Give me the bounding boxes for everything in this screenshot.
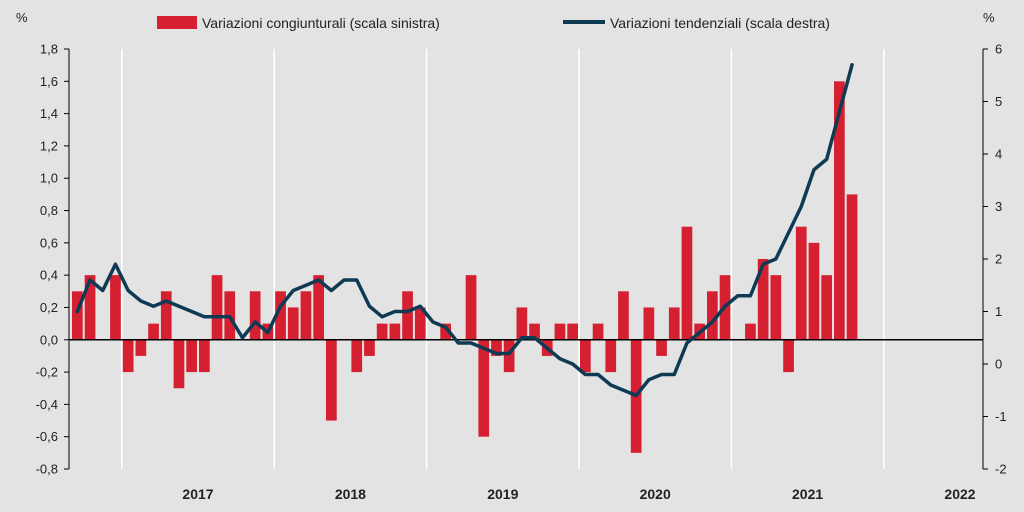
bar	[211, 275, 223, 340]
bar	[351, 339, 363, 373]
y-left-tick-label: 0,0	[40, 332, 58, 347]
bar	[135, 339, 147, 356]
bar	[643, 307, 655, 340]
bar	[656, 339, 667, 356]
bar	[186, 339, 197, 373]
bar	[834, 81, 845, 340]
y-right-tick-label: 2	[995, 252, 1002, 267]
legend-bar-swatch	[157, 16, 197, 29]
y-right-tick-label: 3	[995, 199, 1002, 214]
x-tick-label: 2019	[487, 486, 518, 502]
y-left-unit: %	[16, 10, 28, 25]
bar	[249, 291, 261, 340]
y-left-tick-label: 1,6	[40, 74, 58, 89]
x-tick-label: 2020	[640, 486, 671, 502]
bar	[440, 323, 451, 340]
series-line	[75, 63, 854, 398]
bar	[592, 323, 604, 340]
bar	[275, 291, 286, 340]
year-separators	[121, 49, 885, 469]
y-left-tick-label: 1,0	[40, 171, 58, 186]
x-tick-label: 2018	[335, 486, 366, 502]
y-right-tick-label: 6	[995, 42, 1002, 57]
y-left-tick-label: 1,4	[40, 106, 58, 121]
bar	[287, 307, 299, 340]
y-left-tick-label: 1,2	[40, 138, 58, 153]
bar	[605, 339, 617, 373]
y-right-tick-label: 4	[995, 147, 1002, 162]
y-right-tick-label: 1	[995, 304, 1002, 319]
bar	[72, 291, 83, 340]
bar	[783, 339, 794, 373]
bar	[122, 339, 134, 373]
bar	[364, 339, 375, 356]
y-right-tick-label: -1	[995, 409, 1007, 424]
bar	[160, 291, 172, 340]
bar	[618, 291, 629, 340]
bar	[414, 307, 426, 340]
bar	[300, 291, 312, 340]
bar	[313, 275, 324, 340]
x-tick-label: 2017	[182, 486, 213, 502]
bar	[110, 275, 121, 340]
bar	[707, 291, 718, 340]
bar	[795, 226, 807, 340]
legend-bar-label: Variazioni congiunturali (scala sinistra…	[202, 15, 440, 31]
y-left-tick-label: 0,2	[40, 300, 58, 315]
bar	[376, 323, 388, 340]
bar	[757, 259, 769, 340]
bar	[808, 242, 820, 340]
bar	[567, 323, 578, 340]
legend-line-label: Variazioni tendenziali (scala destra)	[610, 15, 830, 31]
bar	[389, 323, 401, 340]
y-left-tick-label: -0,2	[36, 365, 58, 380]
bar-series	[72, 81, 858, 453]
bar	[846, 194, 858, 340]
y-left-tick-label: 1,8	[40, 42, 58, 57]
bar	[821, 275, 832, 340]
bar	[745, 323, 756, 340]
bar	[668, 307, 680, 340]
bar	[529, 323, 540, 340]
bar	[770, 275, 782, 340]
y-left-tick-label: -0,4	[36, 397, 58, 412]
y-right-unit: %	[983, 10, 995, 25]
bar	[503, 339, 515, 373]
y-right-tick-label: -2	[995, 462, 1007, 477]
bar	[516, 307, 528, 340]
bar	[491, 339, 502, 356]
y-left-tick-label: 0,8	[40, 203, 58, 218]
axes: 2017 2018 2019 2020 2021 2022 1,8 1,6 1,4 1,2 1,0 0…	[36, 42, 1007, 503]
bar	[148, 323, 159, 340]
bar	[84, 275, 96, 340]
bar	[580, 339, 591, 373]
bar	[681, 226, 693, 340]
bar	[478, 339, 490, 437]
bar	[465, 275, 477, 340]
y-left-tick-label: -0,6	[36, 429, 58, 444]
y-right-tick-label: 0	[995, 357, 1002, 372]
bar	[402, 291, 413, 340]
y-left-tick-label: 0,6	[40, 235, 58, 250]
x-tick-label: 2021	[792, 486, 823, 502]
legend: Variazioni congiunturali (scala sinistra…	[157, 15, 830, 31]
y-right-tick-label: 5	[995, 94, 1002, 109]
y-left-tick-label: 0,4	[40, 268, 58, 283]
x-tick-label: 2022	[944, 486, 975, 502]
bar	[173, 339, 185, 389]
bar	[554, 323, 566, 340]
y-left-tick-label: -0,8	[36, 462, 58, 477]
bar	[199, 339, 210, 373]
bar	[326, 339, 337, 421]
line-series	[75, 63, 854, 398]
